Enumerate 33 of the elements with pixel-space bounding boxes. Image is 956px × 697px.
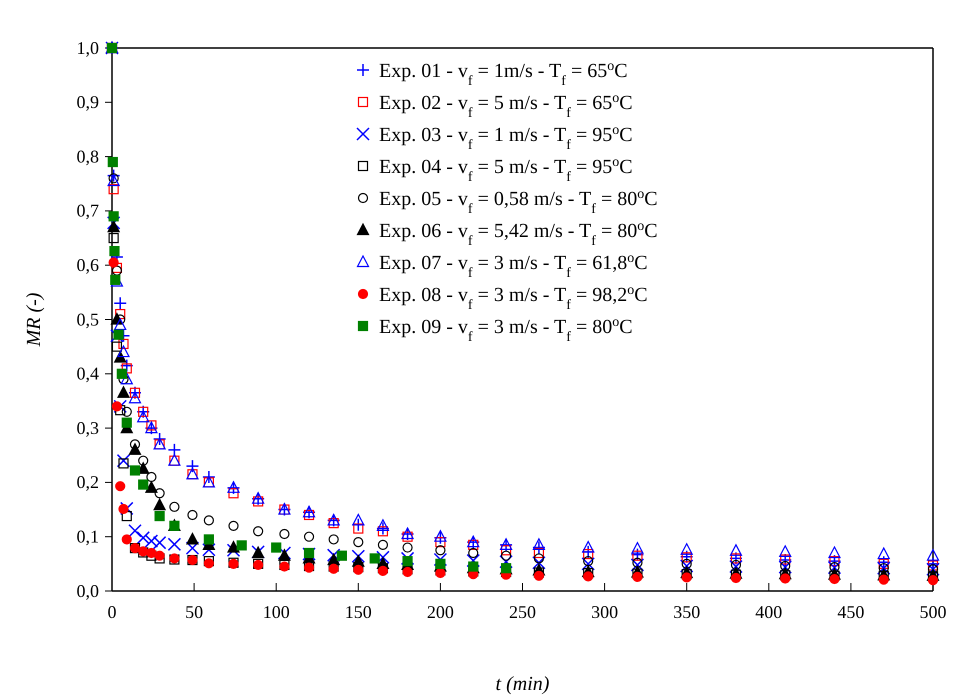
legend-label: Exp. 08 - v$_{f}$ = 3 m/s - T$_{f}$ = 98,2$^{o}$C xyxy=(379,282,648,312)
y-tick-label: 0,2 xyxy=(76,472,99,492)
legend-label: Exp. 03 - v$_{f}$ = 1 m/s - T$_{f}$ = 95$^{o}$C xyxy=(379,122,633,152)
x-tick-label: 0 xyxy=(108,602,116,622)
x-tick-label: 400 xyxy=(755,602,782,622)
y-tick-label: 0,1 xyxy=(76,526,99,546)
y-tick-label: 0,0 xyxy=(76,580,99,601)
x-tick-label: 100 xyxy=(262,602,290,622)
y-tick-label: 0,9 xyxy=(76,92,99,112)
x-tick-label: 450 xyxy=(837,602,864,622)
legend-label: Exp. 07 - v$_{f}$ = 3 m/s - T$_{f}$ = 61,8$^{o}$C xyxy=(379,250,648,280)
x-tick-label: 200 xyxy=(426,602,454,622)
y-axis-title: MR (-) xyxy=(23,292,45,348)
legend-label: Exp. 09 - v$_{f}$ = 3 m/s - T$_{f}$ = 80$^{o}$C xyxy=(379,314,633,344)
y-tick-label: 0,7 xyxy=(76,200,99,221)
legend-label: Exp. 01 - v$_{f}$ = 1m/s - T$_{f}$ = 65$^{o}$C xyxy=(379,58,628,88)
y-tick-label: 0,3 xyxy=(76,418,99,438)
legend-label: Exp. 05 - v$_{f}$ = 0,58 m/s - T$_{f}$ = 80$^{o}$C xyxy=(379,186,658,216)
legend-label: Exp. 04 - v$_{f}$ = 5 m/s - T$_{f}$ = 95$^{o}$C xyxy=(379,154,633,184)
x-tick-label: 500 xyxy=(920,602,946,622)
x-tick-label: 350 xyxy=(673,602,700,622)
y-tick-label: 0,4 xyxy=(76,364,99,384)
x-tick-label: 300 xyxy=(591,602,618,622)
x-tick-label: 250 xyxy=(509,602,536,622)
y-tick-label: 1,0 xyxy=(76,38,99,58)
y-tick-label: 0,6 xyxy=(76,254,99,275)
x-axis-title: t (min) xyxy=(496,673,550,695)
legend-label: Exp. 06 - v$_{f}$ = 5,42 m/s - T$_{f}$ = 80$^{o}$C xyxy=(379,218,658,248)
y-tick-label: 0,5 xyxy=(76,309,99,330)
legend-label: Exp. 02 - v$_{f}$ = 5 m/s - T$_{f}$ = 65$^{o}$C xyxy=(379,90,633,120)
y-tick-label: 0,8 xyxy=(76,146,99,166)
x-tick-label: 150 xyxy=(344,602,372,622)
x-tick-label: 50 xyxy=(185,602,204,622)
